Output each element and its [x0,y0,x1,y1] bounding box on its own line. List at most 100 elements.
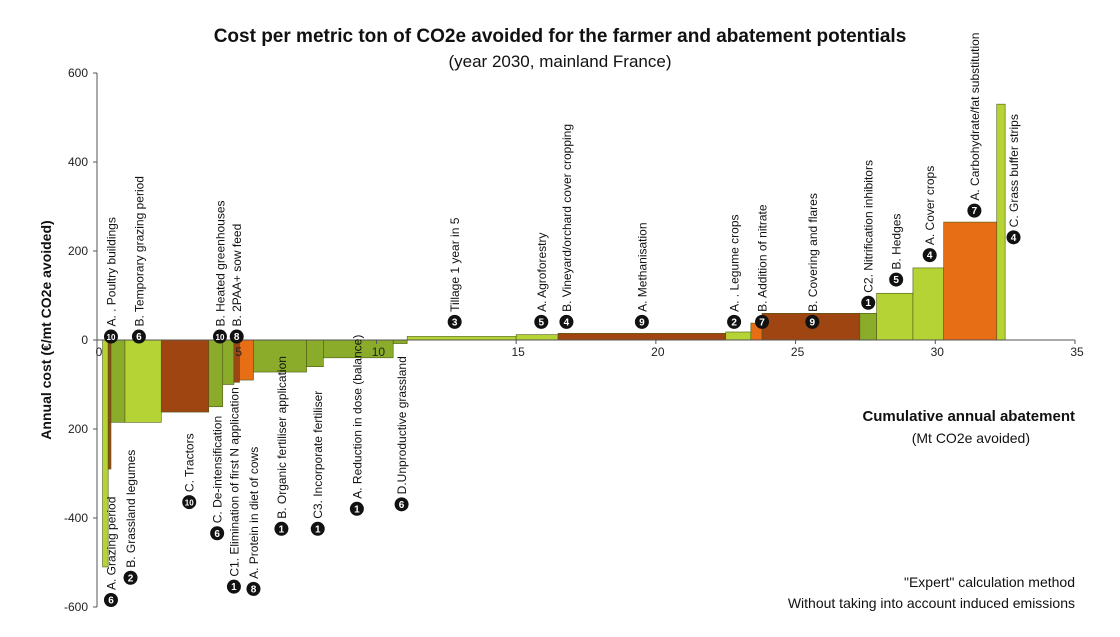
annotation-label: D.Unproductive grassland [395,356,409,494]
annotation-badge [447,314,462,329]
chart-title: Cost per metric ton of CO2e avoided for … [213,26,907,47]
annotation-label: B. Hedges [890,214,904,270]
annotation: 4 C. Grass buffer strips [1006,114,1021,245]
method-note: "Expert" calculation method [903,574,1075,590]
bar [392,339,408,344]
bar [515,334,559,341]
y-tick-label: 400 [68,155,88,169]
annotation: 9 A. Methanisation [634,222,649,329]
annotation-label: Tillage 1 year in 5 [448,217,462,312]
bar [876,292,914,341]
annotation-number: 6 [136,332,142,343]
x-tick-label: 10 [372,345,386,359]
chart-subtitle: (year 2030, mainland France) [448,52,672,71]
bar [110,339,126,423]
x-axis-unit: (Mt CO2e avoided) [911,430,1030,446]
annotation: 10 B. Heated greenhouses [212,200,227,344]
annotation-number: 2 [128,573,134,584]
annotation-label: A. Grazing period [104,497,118,590]
annotation: 1 A. Reduction in dose (balance) [349,335,364,516]
emissions-note: Without taking into account induced emis… [787,595,1075,611]
annotation: 5 B. Hedges [889,214,904,287]
y-tick-label: 0 [81,333,88,347]
y-tick-label: -600 [64,600,88,614]
annotation-label: A. Carbohydrate/fat substitution [968,33,982,201]
annotation-badge [246,581,261,596]
annotation: 6 B. Temporary grazing period [131,176,146,344]
annotation-number: 1 [865,298,871,309]
bar [208,339,224,408]
annotation-badge [861,295,876,310]
annotation-badge [1006,230,1021,245]
annotation-label: C. Tractors [183,433,197,492]
annotation-badge [559,314,574,329]
annotation-number: 10 [185,499,194,508]
annotation-number: 1 [354,504,360,515]
bar [996,103,1006,341]
annotation-number: 8 [251,584,257,595]
annotation-number: 6 [399,500,405,511]
annotation-number: 4 [1011,233,1017,244]
annotation: 7 B. Addition of nitrate [755,204,770,329]
bar [306,339,324,368]
annotation-number: 10 [107,333,116,342]
annotation: 6 C. De-intensification [210,416,225,541]
annotation-number: 10 [215,333,224,342]
annotation: 1 C2. Nitrification inhibitors [861,160,876,310]
annotation-number: 9 [810,317,816,328]
x-tick-label: 15 [511,345,525,359]
annotation-number: 1 [279,524,285,535]
bar [253,339,307,373]
bar [725,331,752,341]
annotation-label: C. Grass buffer strips [1007,114,1021,227]
annotation-number: 9 [639,317,645,328]
annotation-badge [310,521,325,536]
annotation: 4 B. Vineyard/orchard cover cropping [559,124,574,329]
bar [557,333,727,341]
annotation-number: 7 [972,206,978,217]
annotation: 2 A. . Legume crops [727,214,742,329]
annotation: 2 B. Grassland legumes [123,450,138,585]
bar [107,339,112,470]
annotation-label: C3. Incorporate fertiliser [311,391,325,519]
annotation-badge [226,579,241,594]
x-tick-label: 35 [1070,345,1084,359]
annotation-badge [634,314,649,329]
annotation-badge [131,329,146,344]
annotation-badge [212,329,227,344]
annotation-badge [534,314,549,329]
annotation-number: 8 [234,332,240,343]
annotation-number: 5 [893,275,899,286]
annotation-badge [805,314,820,329]
annotation-number: 2 [731,317,737,328]
annotation-label: A. Reduction in dose (balance) [350,335,364,499]
annotation: 8 A. Protein in diet of cows [246,447,261,596]
annotation: 1 C3. Incorporate fertiliser [310,391,325,536]
annotation-number: 1 [231,582,237,593]
x-tick-label: 30 [931,345,945,359]
bar [160,339,210,413]
annotation-label: B. Grassland legumes [124,450,138,568]
annotation-badge [123,570,138,585]
annotation-number: 6 [214,529,220,540]
y-tick-label: 200 [68,422,88,436]
annotation-label: A. . Poultry buildings [104,217,118,326]
annotation: 4 A. Cover crops [922,166,937,263]
bar [943,221,998,341]
annotation: 6 D.Unproductive grassland [394,356,409,512]
annotation-badge [394,497,409,512]
annotation-label: A. Methanisation [635,222,649,311]
bar [124,339,162,423]
annotation-badge [349,501,364,516]
annotation: 1 C1. Elimination of first N application [226,387,241,594]
annotation-label: A. . Legume crops [728,214,742,311]
annotation-badge [210,526,225,541]
annotation: 1 B. Organic fertiliser application [274,356,289,536]
y-tick-label: 600 [68,66,88,80]
annotation-label: B. 2PAA+ sow feed [230,224,244,327]
annotation-badge [274,521,289,536]
annotation: 3 Tillage 1 year in 5 [447,217,462,329]
y-tick-label: -400 [64,511,88,525]
annotation-label: A. Cover crops [923,166,937,245]
